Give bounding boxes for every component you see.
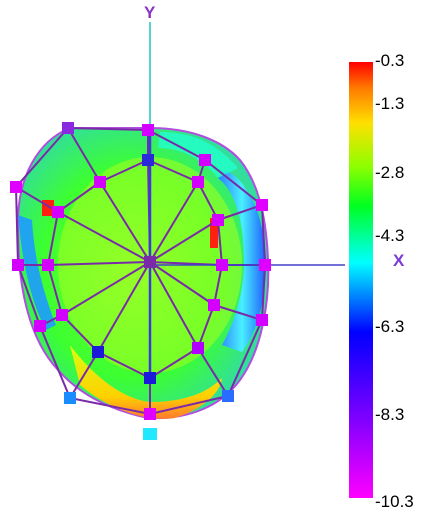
mesh-node (144, 408, 156, 420)
mesh-node (199, 154, 211, 166)
mesh-node (256, 314, 268, 326)
colorbar-tick-label: -6.3 (375, 317, 404, 336)
mesh-node (222, 390, 234, 402)
mesh-node (192, 176, 204, 188)
mesh-node (208, 299, 220, 311)
mesh-node (142, 124, 154, 136)
x-axis-label: X (393, 251, 405, 270)
mesh-node (144, 372, 156, 384)
mesh-node (62, 122, 74, 134)
mesh-node (56, 309, 68, 321)
mesh-node (259, 259, 271, 271)
bottom-region (70, 345, 222, 419)
mesh-node (143, 428, 157, 440)
colorbar-tick-label: -0.3 (375, 51, 404, 70)
mesh-nodes (10, 122, 271, 440)
colorbar-tick-label: -2.8 (375, 163, 404, 182)
colorbar-tick-label: -4.3 (375, 226, 404, 245)
mesh-node (12, 259, 24, 271)
colorbar (349, 62, 373, 498)
y-axis-label: Y (144, 3, 156, 22)
mesh-node (192, 342, 204, 354)
mesh-node (142, 154, 154, 166)
colorbar-tick-label: -8.3 (375, 405, 404, 424)
mesh-node (212, 214, 224, 226)
mesh-node (94, 176, 106, 188)
right-rim (218, 170, 266, 352)
colorbar-tick-label: -10.3 (375, 492, 414, 511)
mesh-node (10, 181, 22, 193)
mesh-node (34, 320, 46, 332)
colorbar-ticks: -0.3 -1.3 -2.8 -4.3 -6.3 -8.3 -10.3 (375, 51, 414, 511)
mesh-node (216, 259, 228, 271)
mesh-node (52, 206, 64, 218)
mesh-node (256, 199, 268, 211)
left-rim (18, 215, 56, 330)
hot-spot-right (210, 218, 218, 248)
upper-band (158, 132, 238, 178)
mesh-node (92, 346, 104, 358)
mesh-node (42, 259, 54, 271)
mesh-node (64, 392, 76, 404)
colorbar-tick-label: -1.3 (375, 94, 404, 113)
center-node (144, 256, 156, 268)
